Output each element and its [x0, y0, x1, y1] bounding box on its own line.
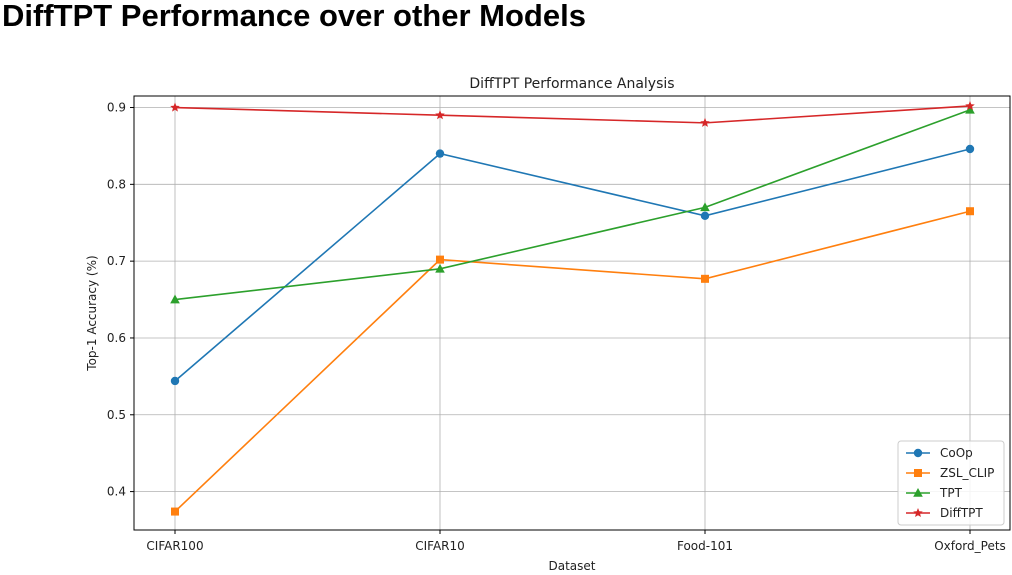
data-point — [700, 117, 710, 127]
legend-item: ZSL_CLIP — [906, 466, 994, 480]
y-tick-label: 0.7 — [107, 254, 126, 268]
data-point — [170, 294, 180, 304]
legend-label: TPT — [939, 486, 963, 500]
legend-item: CoOp — [906, 446, 973, 460]
data-point — [965, 104, 975, 114]
data-point — [171, 507, 179, 516]
x-tick-label: Food-101 — [677, 539, 733, 553]
x-tick-label: CIFAR100 — [146, 539, 203, 553]
series-lines — [170, 100, 975, 516]
data-point — [700, 202, 710, 212]
legend-item: TPT — [906, 486, 963, 500]
y-tick-label: 0.4 — [107, 485, 126, 499]
data-point — [700, 211, 710, 221]
legend-label: CoOp — [940, 446, 973, 460]
legend-label: ZSL_CLIP — [940, 466, 994, 480]
x-tick-label: Oxford_Pets — [934, 539, 1006, 553]
y-axis-label: Top-1 Accuracy (%) — [85, 255, 99, 371]
legend-marker — [913, 448, 923, 458]
data-point — [435, 263, 445, 273]
legend-item: DiffTPT — [906, 506, 983, 520]
series-line — [174, 105, 971, 124]
legend: CoOp ZSL_CLIP TPT DiffTPT — [897, 440, 1005, 526]
data-point — [965, 144, 975, 154]
data-point — [435, 110, 445, 120]
page-title: DiffTPT Performance over other Models — [2, 0, 586, 33]
y-tick-label: 0.9 — [107, 101, 126, 115]
legend-marker — [913, 488, 923, 497]
chart-title: DiffTPT Performance Analysis — [469, 76, 674, 92]
series-line — [174, 109, 971, 301]
series-tpt — [170, 104, 975, 304]
data-point — [170, 376, 180, 386]
axis-ticks: 0.4 0.5 0.6 0.7 0.8 0.9 CIFAR100 CIFAR10 Food-10… — [107, 101, 1006, 553]
legend-box — [897, 440, 1005, 526]
data-point — [170, 102, 180, 112]
series-difftpt — [170, 100, 975, 127]
y-tick-label: 0.6 — [107, 331, 126, 345]
x-tick-label: CIFAR10 — [415, 539, 465, 553]
series-coop — [170, 144, 975, 386]
series-zsl-clip — [171, 207, 974, 516]
data-point — [435, 149, 445, 158]
data-point — [966, 207, 974, 216]
legend-label: DiffTPT — [940, 506, 983, 520]
y-tick-label: 0.8 — [107, 177, 126, 191]
plot-area — [133, 95, 1011, 531]
data-point — [436, 255, 444, 264]
grid-lines — [134, 96, 1010, 530]
y-tick-label: 0.5 — [107, 408, 126, 422]
legend-marker — [914, 469, 922, 477]
series-line — [174, 210, 971, 513]
x-axis-label: Dataset — [549, 559, 596, 573]
legend-marker — [913, 508, 923, 518]
data-point — [701, 274, 709, 283]
series-line — [174, 148, 971, 382]
data-point — [965, 100, 975, 111]
